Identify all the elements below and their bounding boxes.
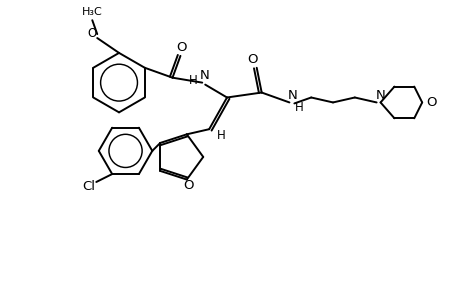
Text: H: H xyxy=(216,129,225,142)
Text: O: O xyxy=(247,53,257,66)
Text: N: N xyxy=(287,89,297,102)
Text: N: N xyxy=(375,89,385,102)
Text: O: O xyxy=(425,96,436,109)
Text: O: O xyxy=(88,27,97,40)
Text: H: H xyxy=(294,101,303,114)
Text: O: O xyxy=(183,179,194,192)
Text: Cl: Cl xyxy=(82,180,95,194)
Text: N: N xyxy=(199,69,209,82)
Text: H: H xyxy=(189,74,197,87)
Text: O: O xyxy=(176,41,186,55)
Text: H₃C: H₃C xyxy=(82,7,102,17)
